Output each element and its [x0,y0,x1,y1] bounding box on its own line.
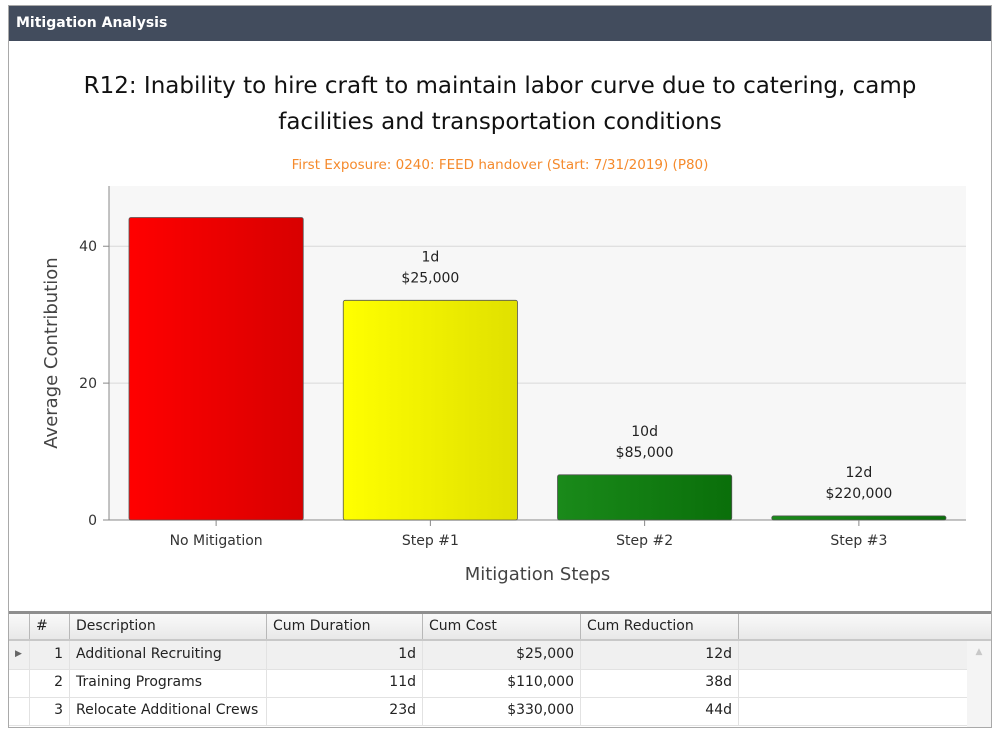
row-cum-duration: 11d [266,669,422,697]
x-tick-label: Step #3 [830,533,887,549]
window-title: Mitigation Analysis [9,6,991,41]
scroll-up-icon[interactable]: ▲ [975,647,983,657]
col-number[interactable]: # [29,614,69,639]
x-tick-label: No Mitigation [170,533,263,549]
x-axis-label: Mitigation Steps [465,564,611,585]
y-tick-label: 0 [88,513,97,529]
x-tick-label: Step #1 [402,533,459,549]
y-tick-label: 40 [79,239,97,255]
mitigation-analysis-window: Mitigation Analysis R12: Inability to hi… [8,5,992,728]
chart-subtitle: First Exposure: 0240: FEED handover (Sta… [291,157,709,173]
row-cum-reduction: 12d [580,641,738,669]
table-scrollbar[interactable]: ▲ [967,641,991,727]
col-description[interactable]: Description [69,614,266,639]
bar-duration-label: 1d [421,249,439,265]
table-row[interactable]: 3 Relocate Additional Crews 23d $330,000 44d [9,697,967,726]
bar-duration-label: 10d [631,424,658,440]
row-cum-duration: 23d [266,697,422,725]
bar-cost-label: $220,000 [825,486,892,502]
row-cum-cost: $110,000 [422,669,580,697]
bar-duration-label: 12d [846,465,873,481]
table-header: # Description Cum Duration Cum Cost Cum … [9,614,991,641]
table-row[interactable]: 2 Training Programs 11d $110,000 38d [9,669,967,698]
x-tick-label: Step #2 [616,533,673,549]
col-cum-reduction[interactable]: Cum Reduction [580,614,738,639]
row-description: Training Programs [69,669,266,697]
row-cum-reduction: 38d [580,669,738,697]
y-tick-label: 20 [79,376,97,392]
bar-1[interactable] [128,217,304,521]
row-number: 2 [29,669,69,697]
bar-chart: 0 20 40 No Mitigation Step #1 1d $25,000 Step #… [41,186,966,585]
row-selector[interactable] [9,697,29,725]
bar-3[interactable] [557,474,733,521]
row-description: Additional Recruiting [69,641,266,669]
row-cum-duration: 1d [266,641,422,669]
bar-4[interactable] [771,515,947,521]
col-cum-duration[interactable]: Cum Duration [266,614,422,639]
bar-cost-label: $85,000 [616,445,674,461]
table-row[interactable]: ▶ 1 Additional Recruiting 1d $25,000 12d [9,641,967,670]
row-selector-icon[interactable]: ▶ [15,649,22,659]
bar-2[interactable] [342,299,518,521]
chart-title-text: R12: Inability to hire craft to maintain… [83,73,917,135]
row-selector[interactable] [9,669,29,697]
bar-cost-label: $25,000 [401,270,459,286]
chart-title: R12: Inability to hire craft to maintain… [9,68,991,140]
row-description: Relocate Additional Crews [69,697,266,725]
mitigation-table: # Description Cum Duration Cum Cost Cum … [9,611,991,727]
row-number: 3 [29,697,69,725]
row-cum-cost: $330,000 [422,697,580,725]
y-axis-label: Average Contribution [41,257,62,448]
row-cum-reduction: 44d [580,697,738,725]
row-number: 1 [29,641,69,669]
row-cum-cost: $25,000 [422,641,580,669]
col-cum-cost[interactable]: Cum Cost [422,614,580,639]
